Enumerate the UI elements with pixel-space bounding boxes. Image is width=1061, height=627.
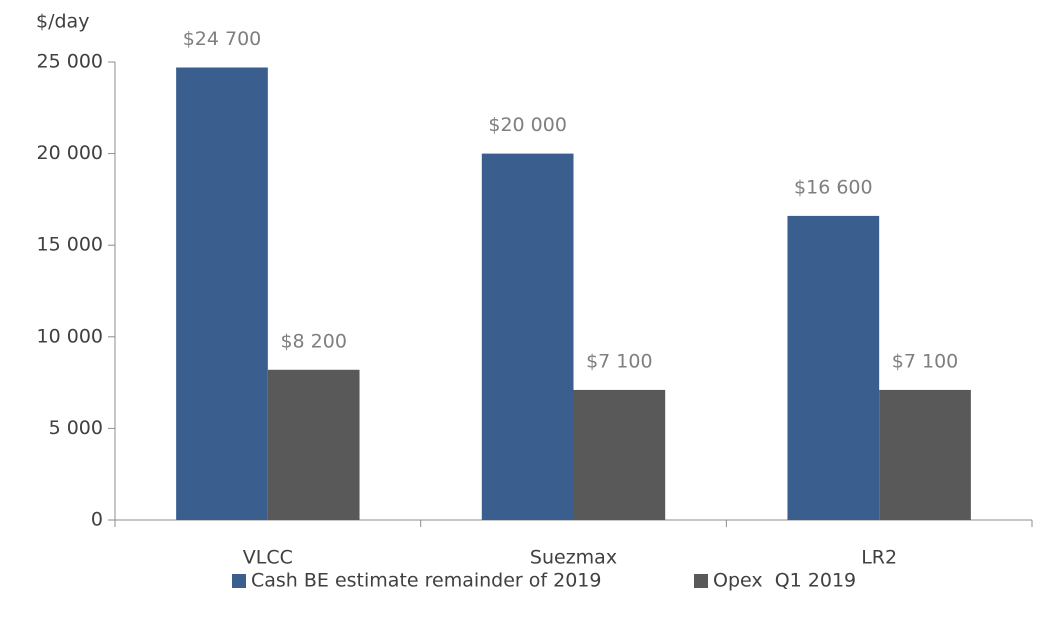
legend-label: Opex Q1 2019 xyxy=(713,570,856,592)
bar xyxy=(481,153,574,520)
legend-label: Cash BE estimate remainder of 2019 xyxy=(251,570,601,592)
y-tick-label: 15 000 xyxy=(37,234,103,256)
bar xyxy=(176,67,268,520)
y-tick-label: 25 000 xyxy=(37,51,103,73)
bar xyxy=(879,389,971,520)
y-tick-label: 10 000 xyxy=(37,325,103,347)
data-label: $8 200 xyxy=(280,330,346,352)
data-label: $16 600 xyxy=(794,176,873,198)
x-tick-label: Suezmax xyxy=(530,547,617,569)
data-label: $24 700 xyxy=(183,28,262,50)
bar xyxy=(267,369,360,520)
x-tick-label: LR2 xyxy=(861,547,897,569)
legend-swatch xyxy=(232,574,246,588)
x-tick-label: VLCC xyxy=(243,547,293,569)
bar xyxy=(787,215,880,520)
data-label: $7 100 xyxy=(892,350,958,372)
data-label: $7 100 xyxy=(586,350,652,372)
bar xyxy=(573,389,666,520)
legend-swatch xyxy=(694,574,708,588)
y-axis-label: $/day xyxy=(36,11,89,33)
data-label: $20 000 xyxy=(488,114,567,136)
y-tick-label: 20 000 xyxy=(37,142,103,164)
y-tick-label: 0 xyxy=(91,509,103,531)
y-tick-label: 5 000 xyxy=(49,417,103,439)
